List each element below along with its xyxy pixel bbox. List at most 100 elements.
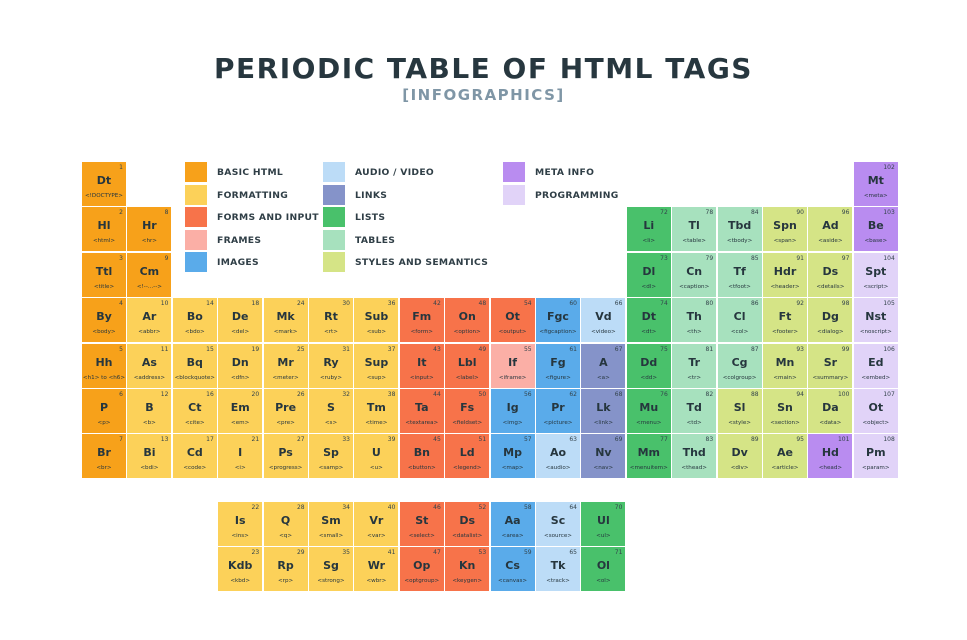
element-tile: 9 Cm <!--...-->: [127, 252, 172, 297]
element-number: 68: [614, 391, 623, 398]
element-tile: 25 Mr <meter>: [263, 343, 308, 388]
element-number: 54: [523, 300, 532, 308]
legend-label-audio: AUDIO / VIDEO: [355, 167, 435, 178]
element-tag: <figcaption>: [539, 329, 577, 336]
element-symbol: Ol: [596, 559, 610, 573]
element-number: 103: [883, 209, 895, 217]
element-tag: <u>: [369, 465, 383, 472]
element-tag: <sub>: [366, 329, 387, 336]
element-tag: <rt>: [324, 329, 338, 336]
element-number: 5: [119, 345, 123, 353]
element-tag: <address>: [133, 374, 166, 381]
element-symbol: Is: [234, 514, 246, 527]
element-tag: <link>: [593, 420, 614, 426]
element-symbol: Tf: [733, 264, 746, 278]
element-tag: <audio>: [545, 465, 571, 472]
element-tag: <embed>: [861, 374, 891, 381]
element-tag: <aside>: [818, 238, 843, 245]
element-number: 32: [342, 391, 350, 398]
element-number: 67: [614, 345, 623, 353]
element-symbol: Sn: [777, 401, 793, 414]
element-number: 82: [705, 391, 714, 398]
element-number: 42: [433, 300, 441, 308]
element-tile: 39 U <u>: [354, 434, 399, 479]
element-tag: <optgroup>: [404, 578, 440, 585]
element-symbol: Ds: [459, 514, 476, 527]
element-symbol: Hh: [95, 355, 113, 369]
element-symbol: Ttl: [95, 264, 113, 278]
element-symbol: Pre: [275, 401, 297, 414]
element-tile: 68 Lk <link>: [581, 389, 626, 433]
element-tag: <script>: [863, 283, 889, 290]
element-number: 23: [251, 549, 260, 557]
element-tag: <object>: [862, 420, 890, 426]
element-symbol: U: [371, 446, 381, 460]
element-tile: 3 Ttl <title>: [82, 252, 126, 297]
element-tag: <kbd>: [230, 578, 251, 585]
element-symbol: Ps: [278, 446, 293, 460]
element-number: 66: [614, 300, 623, 308]
element-tile: 34 Sm <small>: [309, 502, 353, 546]
element-tile: 31 Ry <ruby>: [309, 343, 353, 388]
element-number: 100: [837, 391, 850, 398]
element-number: 77: [660, 436, 668, 444]
element-symbol: It: [417, 355, 427, 369]
element-tag: <var>: [367, 533, 386, 539]
element-tile: 62 Pr <picture>: [536, 389, 580, 433]
element-tag: <td>: [686, 420, 702, 426]
element-number: 34: [342, 504, 350, 511]
element-number: 39: [387, 436, 396, 444]
element-number: 30: [342, 300, 350, 308]
element-tile: 75 Dd <dd>: [626, 343, 671, 388]
legend-label-links: LINKS: [355, 190, 388, 201]
legend-label-lists: LISTS: [355, 212, 386, 223]
element-number: 50: [478, 391, 487, 398]
element-tile: 101 Hd <head>: [808, 434, 853, 479]
legend-label-meta: META INFO: [535, 167, 595, 178]
element-symbol: Fgc: [547, 310, 569, 324]
element-symbol: Ld: [459, 446, 475, 460]
element-symbol: Sup: [364, 355, 389, 369]
element-tile: 45 Bn <button>: [399, 434, 444, 479]
page-title: PERIODIC TABLE OF HTML TAGS: [214, 52, 753, 85]
element-tag: <dd>: [640, 374, 658, 381]
element-tile: 93 Mn <main>: [763, 343, 807, 388]
element-tile: 17 Cd <code>: [172, 434, 217, 479]
element-tile: 85 Tf <tfoot>: [717, 252, 762, 297]
element-symbol: St: [415, 514, 429, 527]
element-tile: 44 Ta <textarea>: [399, 389, 444, 433]
element-tile: 54 Ot <output>: [490, 298, 535, 343]
element-tile: 32 S <s>: [309, 389, 353, 433]
element-tag: <head>: [818, 465, 843, 472]
element-symbol: Ar: [142, 310, 157, 324]
element-symbol: I: [238, 446, 243, 460]
element-symbol: Dt: [96, 174, 112, 187]
element-symbol: Hd: [821, 446, 839, 460]
element-number: 41: [387, 549, 396, 557]
element-number: 25: [296, 345, 305, 353]
element-symbol: Fs: [460, 401, 475, 414]
element-number: 12: [160, 391, 169, 398]
element-tag: <samp>: [318, 465, 344, 472]
element-symbol: On: [458, 310, 476, 324]
element-number: 91: [796, 254, 804, 262]
element-tile: 1 Dt <!DOCTYPE>: [82, 162, 126, 206]
element-number: 80: [705, 300, 714, 308]
element-number: 17: [206, 436, 214, 444]
element-number: 22: [251, 504, 260, 511]
element-symbol: De: [231, 310, 249, 324]
element-tag: <main>: [773, 374, 797, 381]
element-number: 71: [614, 549, 623, 557]
element-symbol: P: [99, 401, 109, 414]
element-symbol: By: [96, 310, 112, 324]
element-number: 33: [342, 436, 350, 444]
element-number: 38: [387, 391, 396, 398]
legend-swatch-lists: [323, 207, 345, 227]
element-number: 104: [883, 254, 895, 262]
element-tile: 77 Mm <menuitem>: [626, 434, 671, 479]
element-tag: <span>: [773, 238, 797, 245]
element-tag: <hr>: [141, 238, 157, 245]
element-number: 16: [206, 391, 214, 398]
element-tag: <em>: [231, 420, 250, 426]
element-number: 94: [796, 391, 804, 398]
